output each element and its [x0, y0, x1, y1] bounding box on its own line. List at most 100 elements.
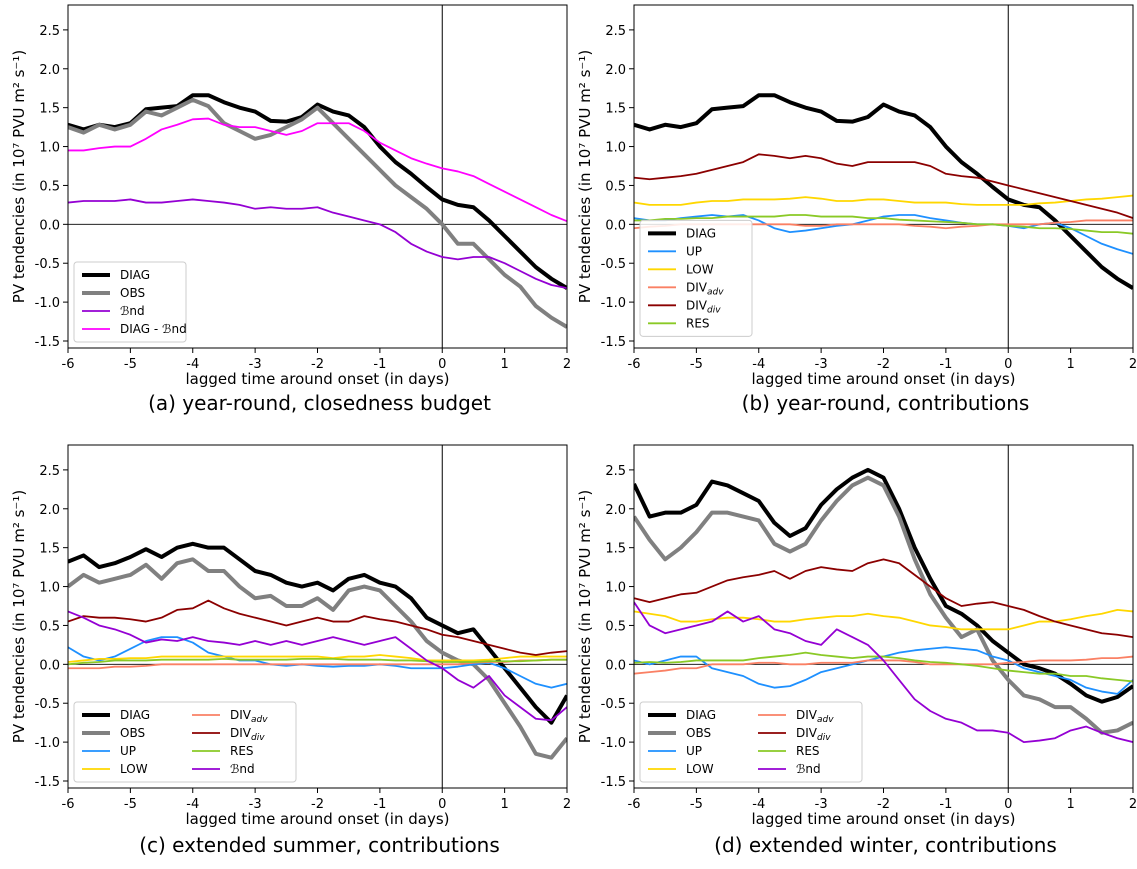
x-tick-label: -5	[124, 357, 137, 372]
x-tick-label: -3	[249, 357, 262, 372]
legend-name: DIAG	[686, 226, 716, 240]
y-tick-label: -1.0	[35, 736, 60, 751]
y-tick-label: 2.0	[39, 63, 60, 78]
x-tick-label: -1	[939, 357, 952, 372]
series-line	[634, 558, 1133, 639]
x-tick-label: 1	[1066, 357, 1074, 372]
series-line	[634, 601, 1133, 744]
y-tick-label: -1.5	[601, 335, 626, 350]
legend-label: OBS	[120, 286, 145, 300]
legend-name: DIV	[230, 726, 252, 740]
y-axis-label: PV tendencies (in 10⁷ PVU m² s⁻¹)	[10, 50, 28, 303]
x-axis-label: lagged time around onset (in days)	[185, 370, 449, 388]
legend-subscript: div	[251, 733, 265, 743]
legend-label: ℬnd	[796, 762, 821, 776]
series-line	[634, 214, 1133, 235]
legend-name: LOW	[686, 762, 714, 776]
y-tick-label: 1.5	[605, 102, 626, 117]
series-line	[634, 651, 1133, 683]
y-tick-label: -1.5	[601, 775, 626, 790]
legend-label: DIAG	[686, 708, 716, 722]
series-line	[68, 654, 567, 663]
y-tick-label: 1.5	[605, 542, 626, 557]
x-tick-label: -6	[628, 797, 641, 812]
y-tick-label: 1.0	[39, 581, 60, 596]
x-tick-label: -2	[311, 357, 324, 372]
legend-label: DIAG	[686, 226, 716, 240]
caption: (d) extended winter, contributions	[714, 833, 1057, 857]
legend-name: RES	[230, 744, 254, 758]
y-tick-label: 0.5	[39, 619, 60, 634]
y-axis-label: PV tendencies (in 10⁷ PVU m² s⁻¹)	[576, 50, 594, 303]
legend-label: DIAG	[120, 708, 150, 722]
legend-label: DIVdiv	[230, 726, 265, 743]
legend-label: DIVadv	[686, 280, 724, 297]
y-tick-label: -1.0	[601, 296, 626, 311]
legend-label: UP	[686, 244, 702, 258]
legend-name: OBS	[120, 726, 145, 740]
x-tick-label: 2	[563, 797, 571, 812]
x-tick-label: -4	[752, 357, 765, 372]
x-tick-label: 0	[438, 797, 446, 812]
y-tick-label: -0.5	[601, 257, 626, 272]
x-tick-label: -3	[815, 797, 828, 812]
panel: -1.5 -1.0 -0.5 0.0 0.5 1.0 1.5 2.0 2.5 -6 -5 -4 -3 -2…	[576, 4, 1137, 415]
plot-lines	[68, 93, 567, 329]
y-tick-label: 1.0	[605, 581, 626, 596]
y-tick-label: -1.5	[35, 775, 60, 790]
y-tick-label: -1.0	[35, 296, 60, 311]
x-tick-label: 0	[1004, 797, 1012, 812]
x-tick-label: 2	[563, 357, 571, 372]
y-tick-label: 1.0	[39, 141, 60, 156]
y-tick-label: 0.0	[605, 218, 626, 233]
x-tick-label: -1	[373, 797, 386, 812]
legend-name: DIV	[686, 280, 708, 294]
y-tick-label: 0.5	[39, 179, 60, 194]
x-tick-label: 0	[1004, 357, 1012, 372]
y-tick-label: 1.5	[39, 542, 60, 557]
legend-label: DIVadv	[230, 708, 268, 725]
y-tick-label: 2.5	[605, 464, 626, 479]
plot-lines	[68, 541, 567, 760]
series-line	[634, 467, 1133, 704]
legend-name: LOW	[120, 762, 148, 776]
y-tick-label: -1.0	[601, 736, 626, 751]
y-tick-label: -1.5	[35, 335, 60, 350]
panel: -1.5 -1.0 -0.5 0.0 0.5 1.0 1.5 2.0 2.5 -6 -5 -4 -3 -2…	[10, 4, 571, 415]
legend-label: OBS	[120, 726, 145, 740]
legend-name: DIV	[230, 708, 252, 722]
series-line	[634, 655, 1133, 675]
legend-name: UP	[120, 744, 136, 758]
legend-name: ℬnd	[230, 762, 255, 776]
legend: DIAG OBS ℬnd DIAG - ℬnd	[73, 261, 187, 343]
y-tick-label: 1.0	[605, 141, 626, 156]
y-tick-label: 0.0	[39, 658, 60, 673]
x-tick-label: 1	[1066, 797, 1074, 812]
x-tick-label: -2	[877, 357, 890, 372]
legend-name: DIAG - ℬnd	[120, 322, 187, 336]
series-line	[68, 541, 567, 725]
x-tick-label: 1	[500, 797, 508, 812]
x-tick-label: -5	[690, 797, 703, 812]
x-tick-label: -2	[311, 797, 324, 812]
legend-label: DIVdiv	[686, 298, 721, 315]
x-tick-label: -6	[628, 357, 641, 372]
x-axis-label: lagged time around onset (in days)	[751, 810, 1015, 828]
y-axis-label: PV tendencies (in 10⁷ PVU m² s⁻¹)	[10, 490, 28, 743]
legend-label: DIVadv	[796, 708, 834, 725]
series-line	[68, 97, 567, 329]
series-line	[68, 198, 567, 289]
x-tick-label: -4	[752, 797, 765, 812]
x-tick-label: -6	[62, 357, 75, 372]
legend-label: LOW	[686, 262, 714, 276]
legend-name: DIAG	[120, 268, 150, 282]
legend-frame	[639, 219, 753, 337]
series-line	[634, 475, 1133, 735]
legend-label: ℬnd	[120, 304, 145, 318]
x-tick-label: 2	[1129, 357, 1137, 372]
series-line	[634, 194, 1133, 206]
x-tick-label: 2	[1129, 797, 1137, 812]
legend-subscript: adv	[707, 287, 724, 297]
